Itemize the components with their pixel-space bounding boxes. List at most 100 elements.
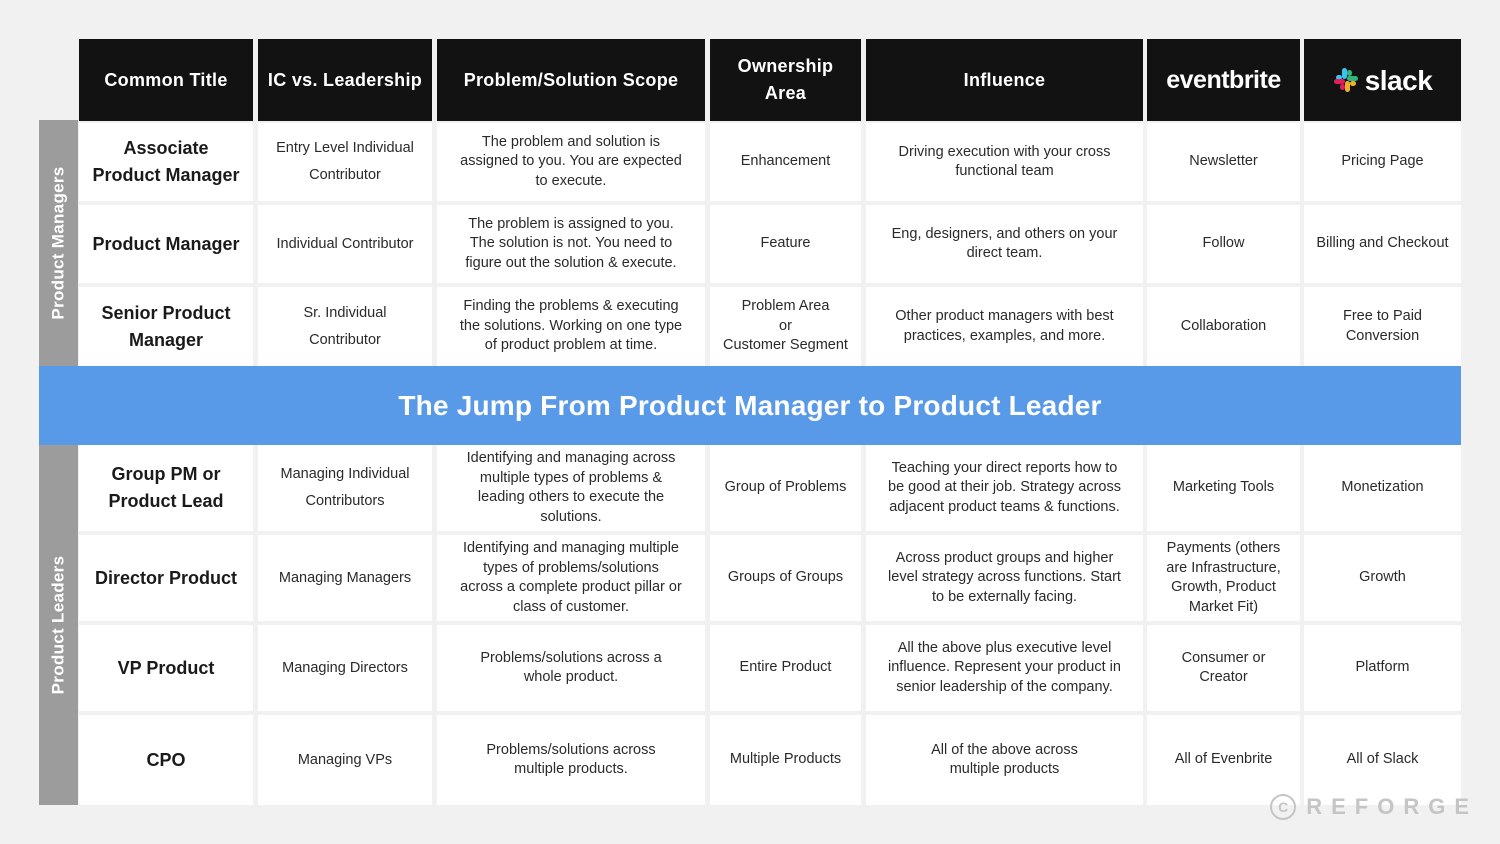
table-cell-eventbrite: Consumer or Creator (1147, 625, 1300, 711)
table-cell-text: Monetization (1341, 478, 1423, 498)
table-cell-text: Problem Area or Customer Segment (723, 297, 848, 356)
table-cell-text: All the above plus executive level influe… (888, 639, 1121, 698)
table-cell-line: The solution is not. You need to (469, 235, 673, 252)
table-cell-line: Teaching your direct reports how to (891, 459, 1118, 476)
table-cell-line: Managing VPs (297, 751, 393, 768)
table-cell-line: Platform (1355, 659, 1410, 676)
table-cell-text: Marketing Tools (1173, 478, 1274, 498)
table-cell-line: Director Product (94, 567, 238, 588)
table-cell-line: Group PM or (111, 464, 221, 484)
table-cell-slack: Pricing Page (1304, 123, 1461, 201)
table-cell-line: Manager (128, 329, 203, 350)
table-cell-line: multiple products. (514, 761, 628, 777)
table-cell-ic: Sr. Individual Contributor (258, 287, 432, 366)
table-cell-text: Group PM or Product Lead (108, 461, 223, 515)
table-cell-ownership: Feature (710, 205, 861, 283)
table-cell-line: Contributors (305, 493, 385, 509)
table-cell-scope: Problems/solutions across a whole product… (437, 625, 705, 711)
table-cell-line: Pricing Page (1341, 153, 1424, 170)
table-cell-text: Product Manager (92, 231, 239, 258)
table-cell-text: Eng, designers, and others on your direct… (892, 225, 1118, 264)
table-cell-line: CPO (146, 749, 186, 770)
table-cell-line: Billing and Checkout (1316, 235, 1449, 252)
header-ownership-area: Ownership Area (710, 39, 861, 121)
transition-banner-text: The Jump From Product Manager to Product… (398, 389, 1102, 421)
table-cell-text: All of the above across multiple products (931, 741, 1078, 780)
table-cell-text: Groups of Groups (728, 568, 843, 588)
table-cell-text: Managing Individual Contributors (281, 461, 410, 515)
table-cell-line: Identifying and managing multiple (462, 540, 679, 556)
table-cell-line: multiple types of problems & (479, 469, 663, 486)
table-cell-text: VP Product (118, 655, 215, 682)
table-cell-text: Problems/solutions across a whole product… (480, 649, 661, 688)
reforge-wordmark: REFORGE (1306, 794, 1478, 819)
table-cell-line: functional team (955, 163, 1054, 179)
table-cell-line: Product Manager (92, 165, 240, 185)
transition-banner: The Jump From Product Manager to Product… (39, 366, 1461, 445)
table-cell-title: Director Product (79, 535, 253, 621)
table-cell-text: Identifying and managing multiple types o… (460, 539, 682, 617)
group-label-product-managers-text: Product Managers (48, 166, 68, 320)
table-cell-line: All of Evenbrite (1174, 751, 1273, 768)
table-cell-eventbrite: Newsletter (1147, 123, 1300, 201)
table-cell-title: Senior Product Manager (79, 287, 253, 366)
table-cell-line: Associate (123, 138, 209, 158)
table-cell-ic: Entry Level Individual Contributor (258, 123, 432, 201)
header-ownership-line2: Area (764, 83, 807, 103)
table-cell-slack: Monetization (1304, 445, 1461, 531)
table-cell-line: figure out the solution & execute. (465, 254, 677, 271)
table-cell-text: Individual Contributor (276, 231, 413, 258)
table-cell-text: Growth (1359, 568, 1406, 588)
table-cell-influence: All the above plus executive level influe… (866, 625, 1143, 711)
table-cell-title: CPO (79, 715, 253, 805)
table-cell-line: Entire Product (739, 659, 832, 676)
eventbrite-logo: eventbrite (1166, 65, 1281, 94)
table-cell-line: Product Manager (92, 233, 240, 254)
table-cell-text: The problem is assigned to you. The solut… (465, 215, 676, 274)
table-cell-text: Consumer or Creator (1157, 649, 1290, 688)
table-cell-eventbrite: Collaboration (1147, 287, 1300, 366)
table-cell-line: All of the above across (931, 741, 1078, 758)
table-cell-ownership: Entire Product (710, 625, 861, 711)
table-cell-text: Entry Level Individual Contributor (276, 135, 414, 189)
table-cell-slack: Platform (1304, 625, 1461, 711)
table-cell-line: Contributor (309, 167, 381, 183)
table-cell-line: Conversion (1345, 327, 1420, 344)
table-cell-text: Managing Managers (279, 565, 411, 592)
table-cell-line: Identifying and managing across (466, 450, 676, 466)
table-cell-title: Group PM or Product Lead (79, 445, 253, 531)
table-cell-eventbrite: All of Evenbrite (1147, 715, 1300, 805)
header-influence: Influence (866, 39, 1143, 121)
table-cell-influence: Eng, designers, and others on your direct… (866, 205, 1143, 283)
table-cell-influence: Driving execution with your cross functio… (866, 123, 1143, 201)
table-cell-text: Collaboration (1181, 317, 1266, 337)
table-cell-text: Enhancement (741, 152, 830, 172)
header-scope-text: Problem/Solution Scope (463, 69, 679, 90)
table-cell-line: Finding the problems & executing (463, 298, 679, 315)
table-cell-line: Multiple Products (729, 751, 842, 768)
table-cell-title: Associate Product Manager (79, 123, 253, 201)
table-cell-text: Free to Paid Conversion (1343, 307, 1422, 346)
slack-icon (1333, 68, 1358, 92)
table-cell-scope: Identifying and managing multiple types o… (437, 535, 705, 621)
slack-logo: slack (1333, 66, 1433, 94)
table-cell-line: Newsletter (1189, 153, 1258, 170)
table-cell-line: Consumer or Creator (1181, 649, 1266, 686)
table-cell-text: Managing VPs (298, 747, 392, 774)
table-cell-scope: Finding the problems & executing the solu… (437, 287, 705, 366)
header-influence-text: Influence (963, 69, 1046, 90)
table-cell-text: Platform (1356, 658, 1410, 678)
group-label-product-leaders: Product Leaders (39, 445, 78, 805)
table-cell-line: Managing Directors (282, 659, 408, 676)
table-cell-text: Newsletter (1189, 152, 1258, 172)
table-cell-line: Feature (760, 235, 811, 252)
table-cell-line: The problem is assigned to you. (468, 215, 674, 232)
table-cell-text: All of Slack (1347, 750, 1419, 770)
table-cell-line: Market Fit) (1188, 598, 1259, 615)
table-cell-line: influence. Represent your product in (888, 659, 1121, 676)
header-ownership-line1: Ownership (737, 56, 834, 76)
table-cell-line: multiple products (949, 761, 1060, 777)
table-cell-line: leading others to execute the (477, 489, 665, 505)
table-cell-eventbrite: Follow (1147, 205, 1300, 283)
table-cell-influence: Teaching your direct reports how to be go… (866, 445, 1143, 531)
